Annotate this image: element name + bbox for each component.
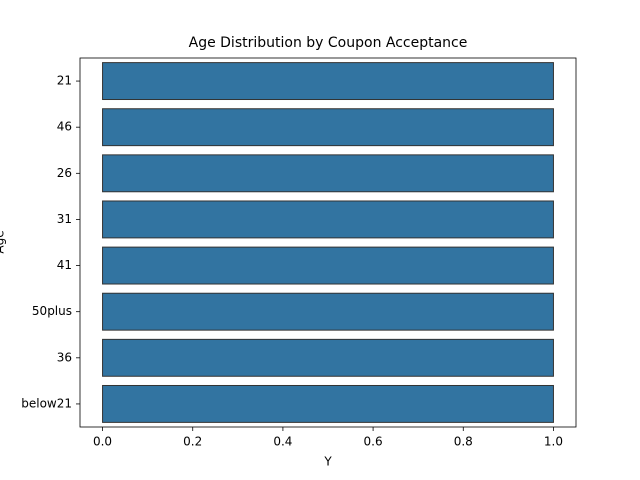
bar [102,62,554,101]
y-tick-label: 41 [57,258,72,272]
bar [102,246,554,285]
y-tick-label: 46 [57,120,72,134]
x-tick-label: 0.4 [273,435,292,449]
x-axis-label: Y [323,455,332,469]
y-axis-label: Age [0,230,7,253]
x-tick-label: 0.8 [454,435,473,449]
bar [102,108,554,147]
bar [102,154,554,193]
bar [102,292,554,331]
y-tick-label: 26 [57,166,72,180]
bar [102,200,554,239]
x-tick-label: 0.0 [93,435,112,449]
x-tick-label: 0.6 [364,435,383,449]
y-tick-label: 50plus [32,304,72,318]
plot-frame [79,57,577,428]
bar [102,384,554,423]
y-tick-label: below21 [21,396,72,410]
bar [102,338,554,377]
x-tick-label: 0.2 [183,435,202,449]
y-tick-label: 31 [57,212,72,226]
y-tick-label: 36 [57,350,72,364]
y-tick-label: 21 [57,74,72,88]
chart-title: Age Distribution by Coupon Acceptance [189,35,468,51]
x-tick-label: 1.0 [544,435,563,449]
